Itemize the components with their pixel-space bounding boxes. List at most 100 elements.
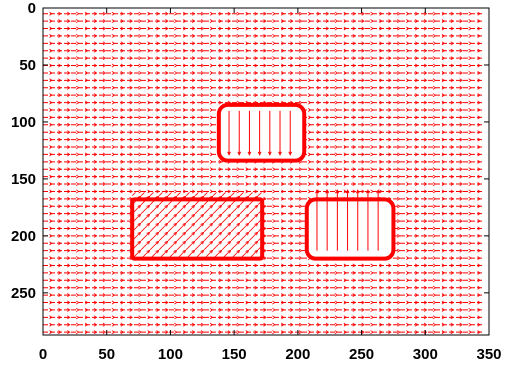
field-arrow	[459, 204, 463, 209]
field-arrow	[102, 100, 107, 105]
field-arrow	[49, 145, 53, 149]
field-arrow	[129, 11, 133, 16]
field-arrow	[102, 145, 107, 149]
field-arrow	[450, 152, 455, 157]
field-arrow	[129, 330, 133, 335]
region-arrow-diagonal	[176, 204, 187, 214]
field-arrow	[343, 300, 348, 305]
field-arrow	[432, 159, 437, 164]
field-arrow	[352, 137, 356, 142]
region-arrow-diagonal	[158, 231, 169, 241]
field-arrow	[343, 137, 348, 142]
field-arrow	[290, 241, 294, 246]
field-arrow	[93, 145, 98, 149]
field-arrow	[58, 71, 62, 75]
field-arrow	[75, 233, 80, 238]
field-arrow	[102, 63, 107, 68]
field-arrow	[58, 211, 62, 216]
field-arrow	[102, 159, 107, 164]
field-arrow	[49, 307, 53, 312]
field-arrow	[406, 11, 410, 16]
field-arrow	[254, 48, 258, 53]
field-arrow	[84, 152, 89, 157]
field-arrow	[459, 122, 463, 127]
field-arrow	[432, 48, 437, 53]
field-arrow	[58, 152, 62, 157]
field-arrow	[93, 85, 98, 90]
field-arrow	[334, 167, 339, 172]
field-arrow	[352, 278, 356, 283]
field-arrow	[102, 182, 107, 186]
field-arrow	[477, 130, 481, 135]
field-arrow	[58, 263, 62, 268]
field-arrow	[138, 85, 142, 90]
field-arrow	[459, 63, 463, 68]
field-arrow	[281, 56, 285, 61]
field-arrow	[441, 122, 446, 127]
field-arrow	[138, 41, 142, 46]
field-arrow	[316, 182, 321, 186]
field-arrow	[120, 300, 125, 305]
field-arrow	[111, 93, 116, 98]
field-arrow	[397, 130, 401, 135]
region-arrow-diagonal	[167, 222, 178, 232]
field-arrow	[325, 41, 330, 46]
field-arrow	[75, 137, 80, 142]
field-arrow	[272, 233, 276, 238]
field-arrow	[325, 48, 330, 53]
field-arrow	[227, 56, 232, 61]
field-arrow	[388, 145, 392, 149]
field-arrow	[147, 152, 151, 157]
field-arrow	[191, 315, 196, 320]
field-arrow	[49, 11, 53, 16]
field-arrow	[334, 285, 339, 290]
field-arrow	[298, 63, 303, 68]
field-arrow	[441, 130, 446, 135]
field-arrow	[84, 137, 89, 142]
field-arrow	[183, 278, 187, 283]
field-arrow	[75, 26, 80, 31]
field-arrow	[209, 78, 214, 83]
field-arrow	[200, 263, 205, 268]
field-arrow	[370, 63, 374, 68]
field-arrow	[406, 233, 410, 238]
field-arrow	[477, 100, 481, 105]
field-arrow	[209, 182, 214, 186]
field-arrow	[236, 182, 240, 186]
field-arrow	[200, 145, 205, 149]
field-arrow	[129, 93, 133, 98]
field-arrow	[200, 159, 205, 164]
field-arrow	[111, 19, 116, 24]
field-arrow	[281, 293, 285, 298]
field-arrow	[290, 71, 294, 75]
field-arrow	[397, 11, 401, 16]
field-arrow	[423, 241, 428, 246]
field-arrow	[191, 41, 196, 46]
field-arrow	[67, 285, 71, 290]
field-arrow	[156, 263, 160, 268]
field-arrow	[281, 11, 285, 16]
field-arrow	[147, 159, 151, 164]
field-arrow	[75, 85, 80, 90]
field-arrow	[147, 56, 151, 61]
field-arrow	[298, 256, 303, 261]
field-arrow	[245, 11, 249, 16]
field-arrow	[200, 167, 205, 172]
field-arrow	[468, 108, 472, 112]
field-arrow	[316, 108, 321, 112]
field-arrow	[388, 56, 392, 61]
field-arrow	[361, 285, 365, 290]
field-arrow	[432, 100, 437, 105]
field-arrow	[111, 100, 116, 105]
field-arrow	[459, 137, 463, 142]
field-arrow	[75, 174, 80, 179]
field-arrow	[129, 108, 133, 112]
field-arrow	[93, 11, 98, 16]
field-arrow	[334, 26, 339, 31]
field-arrow	[111, 226, 116, 231]
field-arrow	[245, 48, 249, 53]
field-arrow	[325, 108, 330, 112]
field-arrow	[67, 130, 71, 135]
field-arrow	[272, 211, 276, 216]
region-arrow-diagonal	[176, 231, 187, 241]
